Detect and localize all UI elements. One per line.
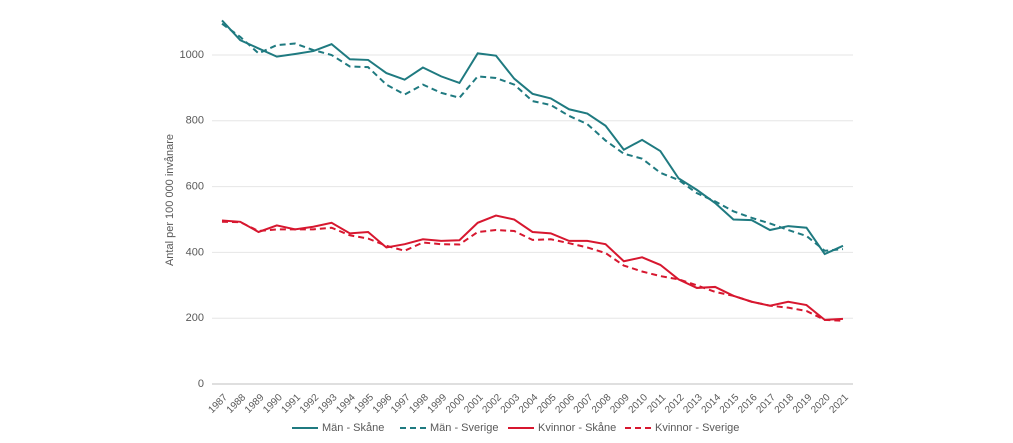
y-tick-label: 400 <box>186 246 204 258</box>
legend-label: Män - Sverige <box>430 422 498 434</box>
legend-label: Kvinnor - Skåne <box>538 422 616 434</box>
x-tick-label: 2013 <box>681 392 705 416</box>
x-tick-label: 1991 <box>280 392 304 416</box>
x-tick-label: 1990 <box>261 392 285 416</box>
y-axis-label: Antal per 100 000 invånare <box>164 134 176 266</box>
y-tick-label: 0 <box>198 378 204 390</box>
x-tick-label: 2000 <box>444 392 468 416</box>
x-tick-label: 2018 <box>773 392 797 416</box>
x-tick-label: 1988 <box>225 392 249 416</box>
x-tick-label: 1995 <box>353 392 377 416</box>
y-tick-label: 1000 <box>180 49 204 61</box>
x-tick-label: 1992 <box>298 392 322 416</box>
x-tick-label: 2003 <box>499 392 523 416</box>
legend-label: Män - Skåne <box>322 422 384 434</box>
x-tick-label: 1987 <box>206 392 230 416</box>
line <box>221 214 844 321</box>
x-tick-label: 2011 <box>645 392 668 415</box>
x-tick-label: 2017 <box>754 392 778 416</box>
x-tick-label: 2005 <box>535 392 559 416</box>
y-tick-label: 200 <box>186 312 204 324</box>
x-tick-label: 2006 <box>554 392 578 416</box>
line <box>221 220 844 322</box>
x-tick-label: 2004 <box>517 392 541 416</box>
x-tick-label: 2002 <box>480 392 504 416</box>
x-tick-label: 2009 <box>608 392 632 416</box>
legend-label: Kvinnor - Sverige <box>655 422 739 434</box>
x-tick-label: 1994 <box>334 392 358 416</box>
x-tick-label: 1999 <box>426 392 450 416</box>
line <box>221 22 844 252</box>
line <box>221 19 844 256</box>
x-tick-label: 2016 <box>736 392 760 416</box>
x-tick-label: 2015 <box>718 392 742 416</box>
x-tick-label: 2019 <box>791 392 815 416</box>
x-tick-label: 2012 <box>663 392 687 416</box>
x-tick-label: 1993 <box>316 392 340 416</box>
x-tick-label: 1996 <box>371 392 395 416</box>
x-tick-label: 1989 <box>243 392 267 416</box>
y-tick-label: 600 <box>186 181 204 193</box>
y-tick-label: 800 <box>186 115 204 127</box>
x-tick-label: 1998 <box>407 392 431 416</box>
x-tick-label: 2021 <box>827 392 851 416</box>
x-tick-label: 2008 <box>590 392 614 416</box>
x-tick-label: 2010 <box>627 392 651 416</box>
x-tick-label: 2020 <box>809 392 833 416</box>
x-tick-label: 2007 <box>572 392 596 416</box>
x-tick-label: 2014 <box>700 392 724 416</box>
x-tick-label: 2001 <box>462 392 486 416</box>
x-tick-label: 1997 <box>389 392 413 416</box>
